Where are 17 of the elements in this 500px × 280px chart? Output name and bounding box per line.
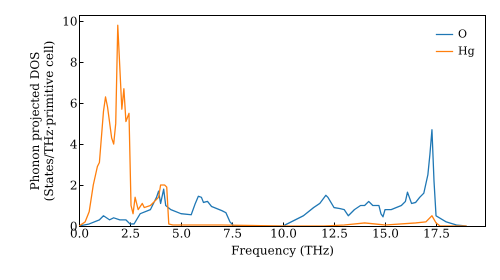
line-series (79, 129, 468, 226)
y-tick-label: 2 (70, 178, 78, 193)
x-tick-label: 10.0 (270, 226, 297, 240)
y-tick-label: 8 (70, 56, 78, 70)
legend-label: Hg (458, 44, 475, 58)
legend-label: O (458, 28, 468, 40)
y-tick-label: 4 (70, 138, 78, 152)
x-tick-label: 12.5 (321, 226, 348, 240)
x-tick-label: 2.5 (120, 226, 140, 240)
y-axis-title: Phonon projected DOS (States/THz·primitive cell) (28, 40, 56, 202)
x-axis-title: Frequency (THz) (231, 244, 334, 258)
x-tick-label: 15.0 (372, 226, 399, 240)
y-tick-label: 10 (62, 14, 78, 29)
y-tick-label: 6 (70, 96, 78, 111)
x-tick-label: 5.0 (172, 226, 192, 240)
x-tick-label: 7.5 (222, 226, 242, 240)
x-tick-label: 17.5 (423, 226, 450, 240)
